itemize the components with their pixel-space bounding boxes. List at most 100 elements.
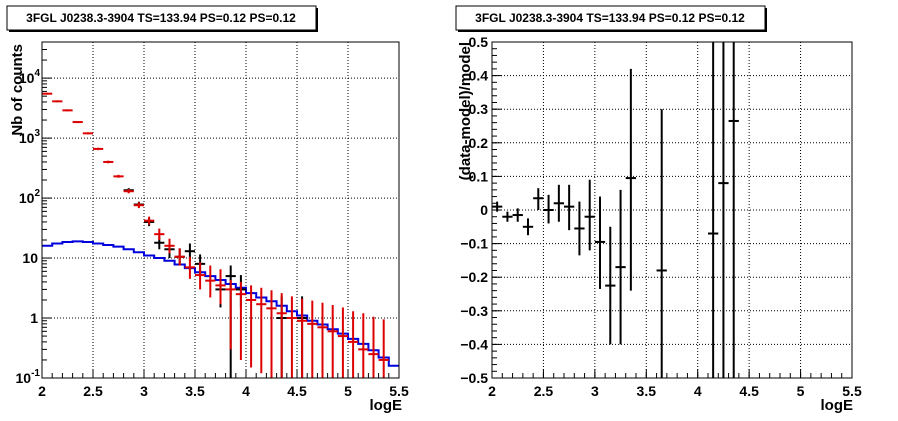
- left-y-tick-label: 10-1: [16, 368, 41, 386]
- right-y-tick-label: 0.3: [469, 101, 489, 117]
- right-title-shadow-bottom: [458, 30, 767, 32]
- left-model-point: [307, 300, 318, 378]
- right-x-axis-label: logE: [821, 397, 854, 414]
- left-model-point: [62, 109, 73, 112]
- right-residual-point: [564, 184, 575, 231]
- right-residual-point: [574, 201, 585, 256]
- right-residual-point: [625, 68, 636, 291]
- left-model-point: [348, 311, 359, 378]
- right-residual-point: [718, 42, 729, 378]
- right-chart-title: 3FGL J0238.3-3904 TS=133.94 PS=0.12 PS=0…: [475, 11, 745, 25]
- right-x-tick-label: 5: [797, 383, 805, 399]
- left-model-point: [72, 121, 83, 124]
- right-x-tick-label: 4.5: [739, 383, 759, 399]
- left-chart-title: 3FGL J0238.3-3904 TS=133.94 PS=0.12 PS=0…: [26, 11, 296, 25]
- left-model-point: [123, 189, 134, 194]
- left-model-point: [235, 281, 246, 360]
- right-residual-point: [522, 218, 534, 236]
- left-title-shadow-bottom: [9, 30, 318, 32]
- left-model-point: [154, 228, 165, 240]
- left-model-point: [82, 132, 93, 135]
- right-x-tick-label: 2.5: [534, 383, 554, 399]
- left-y-tick-label: 1: [30, 310, 38, 326]
- left-model-point: [42, 92, 53, 95]
- right-y-tick-label: 0: [480, 202, 488, 218]
- right-y-tick-label: 0.2: [469, 135, 489, 151]
- right-x-tick-label: 4: [694, 383, 702, 399]
- left-tick-labels: 2 2.5 3 3.5 4 4.5 5 5.5 10-1 1 10 102 103 104: [16, 68, 409, 399]
- left-model-point: [266, 290, 277, 378]
- left-model-point: [174, 248, 185, 266]
- left-x-axis-label: logE: [370, 397, 403, 414]
- right-y-tick-label: −0.5: [460, 370, 488, 386]
- right-y-tick-label: −0.2: [460, 269, 488, 285]
- left-model-point: [133, 202, 144, 209]
- left-plot-marks: [42, 92, 399, 378]
- left-model-point: [286, 296, 297, 378]
- right-x-tick-label: 3.5: [637, 383, 657, 399]
- right-x-tick-label: 5.5: [842, 383, 862, 399]
- left-model-point: [337, 307, 348, 378]
- right-x-tick-label: 2: [488, 383, 496, 399]
- right-residual-point: [708, 42, 719, 378]
- left-x-tick-label: 5.5: [389, 383, 409, 399]
- left-y-tick-label: 103: [19, 128, 41, 146]
- right-residual-point: [584, 179, 595, 251]
- right-residual-point: [553, 184, 564, 222]
- right-residual-point: [605, 226, 616, 345]
- right-y-axis-label: (data-model)/model: [457, 42, 474, 180]
- left-model-point: [184, 256, 195, 279]
- right-y-tick-label: −0.4: [460, 336, 488, 352]
- right-y-tick-label: 0.5: [469, 34, 489, 50]
- right-y-tick-label: 0.4: [469, 68, 489, 84]
- left-y-tick-label: 102: [19, 188, 41, 206]
- right-title-box: [455, 5, 766, 31]
- left-model-point: [144, 216, 155, 225]
- left-model-point: [368, 316, 379, 378]
- left-title-box: [6, 5, 317, 31]
- left-model-point: [195, 262, 206, 290]
- left-model-point: [358, 313, 369, 378]
- left-x-tick-label: 3: [140, 383, 148, 399]
- left-model-point: [225, 280, 236, 350]
- left-model-point: [113, 174, 124, 178]
- left-x-tick-label: 4: [242, 383, 250, 399]
- right-y-tick-label: −0.3: [460, 303, 488, 319]
- right-x-tick-label: 3: [591, 383, 599, 399]
- right-residual-point: [543, 194, 554, 224]
- right-panel: 3FGL J0238.3-3904 TS=133.94 PS=0.12 PS=0…: [455, 5, 862, 414]
- left-panel: 3FGL J0238.3-3904 TS=133.94 PS=0.12 PS=0…: [6, 5, 409, 414]
- left-x-tick-label: 4.5: [287, 383, 307, 399]
- left-axis-ticks: [41, 41, 400, 379]
- right-residual-point: [492, 201, 503, 212]
- left-x-tick-label: 2: [38, 383, 46, 399]
- right-tick-labels: 2 2.5 3 3.5 4 4.5 5 5.5 −0.5 −0.4 −0.3 −0.2 −0.1 0 0.1…: [460, 34, 862, 399]
- left-plot-frame: [41, 41, 400, 379]
- right-residual-point: [502, 211, 513, 222]
- right-residual-point: [594, 196, 606, 289]
- left-model-point: [246, 285, 257, 368]
- left-y-tick-label: 10: [22, 250, 38, 266]
- left-model-point: [52, 100, 63, 103]
- left-model-point: [205, 265, 216, 298]
- left-x-tick-label: 5: [344, 383, 352, 399]
- left-y-axis-label: Nb of counts: [9, 44, 26, 136]
- left-title-shadow-right: [316, 8, 318, 32]
- right-residual-point: [728, 42, 739, 378]
- right-plot-marks: [492, 42, 739, 378]
- left-x-tick-label: 3.5: [185, 383, 205, 399]
- left-grid: [41, 42, 400, 379]
- left-x-tick-label: 2.5: [83, 383, 103, 399]
- left-model-point: [276, 293, 287, 378]
- left-model-point: [215, 269, 226, 305]
- left-model-point: [103, 160, 114, 164]
- left-model-point: [317, 302, 328, 378]
- right-plot-frame: [491, 41, 853, 379]
- right-y-tick-label: 0.1: [469, 168, 489, 184]
- left-y-tick-label: 104: [19, 68, 41, 86]
- right-title-shadow-right: [765, 8, 767, 32]
- left-model-point: [256, 287, 267, 374]
- right-residual-point: [615, 189, 626, 345]
- right-residual-point: [512, 208, 523, 222]
